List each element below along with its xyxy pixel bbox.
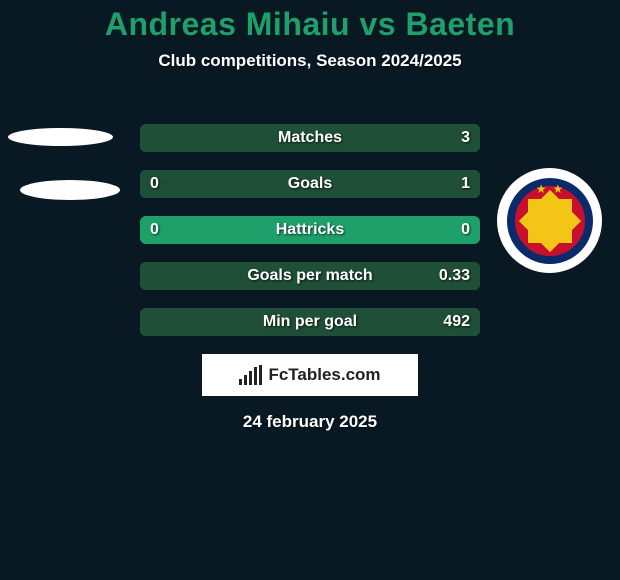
comparison-infographic: Andreas Mihaiu vs Baeten Club competitio… xyxy=(0,0,620,580)
brand-badge: FcTables.com xyxy=(202,354,418,396)
left-player-placeholder-1 xyxy=(8,128,113,146)
stat-row: Goals per match0.33 xyxy=(140,262,480,290)
snapshot-date: 24 february 2025 xyxy=(0,412,620,432)
stat-row: Goals0 1 xyxy=(140,170,480,198)
brand-bars-icon xyxy=(239,365,262,385)
stat-value-right: 0.33 xyxy=(439,262,470,290)
subtitle: Club competitions, Season 2024/2025 xyxy=(0,51,620,71)
crest-star xyxy=(520,191,580,251)
left-player-placeholder-2 xyxy=(20,180,120,200)
stat-value-right: 0 xyxy=(461,216,470,244)
stat-label: Goals xyxy=(140,170,480,198)
right-player-club-crest: ★★ xyxy=(497,168,602,273)
page-title: Andreas Mihaiu vs Baeten xyxy=(0,0,620,43)
stat-label: Hattricks xyxy=(140,216,480,244)
stat-label: Min per goal xyxy=(140,308,480,336)
stats-rows: Matches3Goals01Hattricks00Goals per matc… xyxy=(140,124,480,354)
stat-value-left: 0 xyxy=(150,170,159,198)
stat-value-left: 0 xyxy=(150,216,159,244)
brand-text: FcTables.com xyxy=(268,365,380,385)
stat-row: Min per goal492 xyxy=(140,308,480,336)
crest-graphic: ★★ xyxy=(507,178,593,264)
stat-value-right: 3 xyxy=(461,124,470,152)
stat-row: Matches3 xyxy=(140,124,480,152)
stat-value-right: 492 xyxy=(443,308,470,336)
stat-value-right: 1 xyxy=(461,170,470,198)
stat-row: Hattricks0 0 xyxy=(140,216,480,244)
stat-label: Goals per match xyxy=(140,262,480,290)
stat-label: Matches xyxy=(140,124,480,152)
